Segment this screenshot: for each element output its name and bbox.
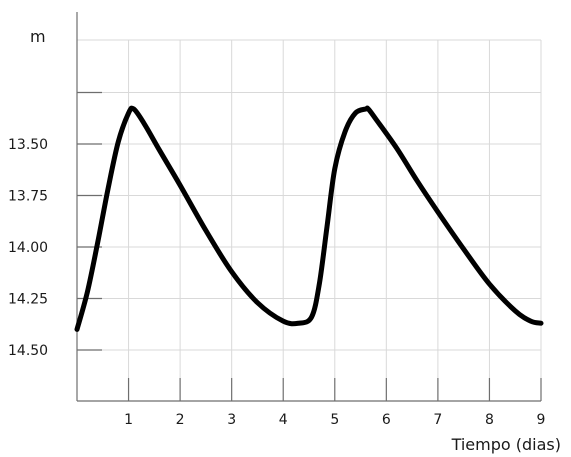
axes [76, 12, 541, 402]
x-tick-label: 3 [227, 412, 236, 428]
x-tick-label: 9 [537, 412, 546, 428]
x-tick-label: 1 [124, 412, 133, 428]
series-line [74, 105, 544, 332]
y-tick-label: 13.50 [8, 137, 48, 153]
x-tick-label: 6 [382, 412, 391, 428]
x-tick-label: 8 [485, 412, 494, 428]
y-axis-label: m [30, 27, 46, 46]
x-tick-label: 5 [330, 412, 339, 428]
y-tick-label: 14.25 [8, 292, 48, 308]
grid [77, 39, 542, 378]
y-tick-label: 14.00 [8, 240, 48, 256]
x-tick-label: 7 [433, 412, 442, 428]
y-tick-label: 13.75 [8, 189, 48, 205]
x-tick-label: 4 [279, 412, 288, 428]
series-group [74, 105, 544, 332]
ticks: 13.50 13.75 14.00 14.25 14.50 1 2 3 4 5 6 7 8 9 [8, 91, 546, 428]
x-tick-label: 2 [176, 412, 185, 428]
x-axis-label: Tiempo (dias) [451, 435, 561, 454]
y-tick-label: 14.50 [8, 343, 48, 359]
